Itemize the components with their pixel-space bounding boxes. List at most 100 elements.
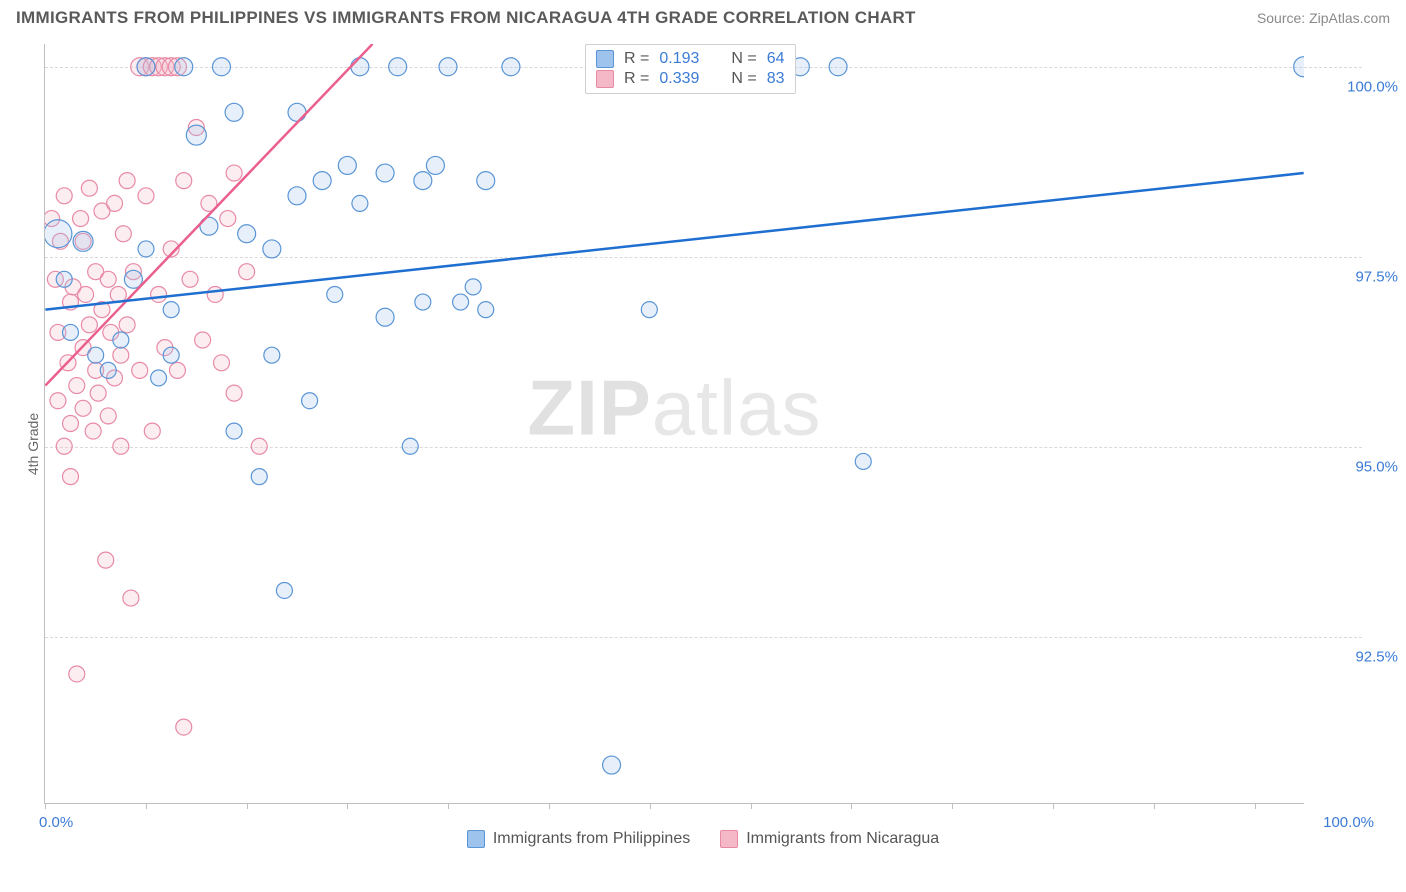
data-point — [50, 393, 66, 409]
r-label-a: R = — [624, 50, 649, 68]
data-point — [78, 286, 94, 302]
data-point — [276, 582, 292, 598]
data-point — [465, 279, 481, 295]
data-point — [124, 270, 142, 288]
data-point — [239, 264, 255, 280]
data-point — [220, 211, 236, 227]
y-tick-label: 95.0% — [1318, 458, 1398, 475]
x-tick-max: 100.0% — [1323, 814, 1374, 831]
data-point — [151, 370, 167, 386]
data-point — [855, 453, 871, 469]
scatter-svg — [45, 44, 1304, 803]
data-point — [100, 408, 116, 424]
data-point — [264, 347, 280, 363]
data-point — [60, 355, 76, 371]
data-point — [90, 385, 106, 401]
data-point — [56, 188, 72, 204]
data-point — [251, 438, 267, 454]
data-point — [69, 666, 85, 682]
r-label-b: R = — [624, 70, 649, 88]
data-point — [226, 423, 242, 439]
n-value-b: 83 — [767, 70, 785, 88]
data-point — [144, 423, 160, 439]
n-value-a: 64 — [767, 50, 785, 68]
y-tick-label: 97.5% — [1318, 268, 1398, 285]
data-point — [414, 172, 432, 190]
data-point — [113, 332, 129, 348]
x-tick-mark — [549, 803, 550, 809]
r-value-b: 0.339 — [659, 70, 699, 88]
data-point — [402, 438, 418, 454]
legend-item-b: Immigrants from Nicaragua — [720, 830, 939, 848]
data-point — [169, 362, 185, 378]
data-point — [829, 58, 847, 76]
legend-swatch-b-icon — [720, 830, 738, 848]
x-tick-min: 0.0% — [39, 814, 73, 831]
data-point — [163, 302, 179, 318]
data-point — [63, 416, 79, 432]
data-point — [376, 308, 394, 326]
data-point — [94, 302, 110, 318]
data-point — [201, 195, 217, 211]
data-point — [313, 172, 331, 190]
series-legend: Immigrants from Philippines Immigrants f… — [0, 830, 1406, 848]
data-point — [477, 172, 495, 190]
data-point — [119, 317, 135, 333]
swatch-b-icon — [596, 70, 614, 88]
data-point — [478, 302, 494, 318]
data-point — [213, 58, 231, 76]
data-point — [327, 286, 343, 302]
x-tick-mark — [45, 803, 46, 809]
data-point — [119, 173, 135, 189]
data-point — [81, 180, 97, 196]
data-point — [75, 400, 91, 416]
data-point — [110, 286, 126, 302]
correlation-legend: R = 0.193 N = 64 R = 0.339 N = 83 — [585, 44, 796, 94]
data-point — [352, 195, 368, 211]
data-point — [163, 347, 179, 363]
data-point — [113, 347, 129, 363]
x-tick-mark — [1154, 803, 1155, 809]
data-point — [302, 393, 318, 409]
data-point — [263, 240, 281, 258]
x-tick-mark — [650, 803, 651, 809]
x-tick-mark — [146, 803, 147, 809]
data-point — [288, 103, 306, 121]
legend-label-b: Immigrants from Nicaragua — [746, 830, 939, 848]
data-point — [151, 286, 167, 302]
data-point — [88, 347, 104, 363]
swatch-a-icon — [596, 50, 614, 68]
data-point — [453, 294, 469, 310]
data-point — [138, 241, 154, 257]
data-point — [288, 187, 306, 205]
legend-row-a: R = 0.193 N = 64 — [596, 49, 785, 69]
data-point — [214, 355, 230, 371]
x-tick-mark — [1255, 803, 1256, 809]
data-point — [138, 188, 154, 204]
data-point — [137, 58, 155, 76]
data-point — [195, 332, 211, 348]
data-point — [63, 294, 79, 310]
plot-region: R = 0.193 N = 64 R = 0.339 N = 83 ZIPatl… — [44, 44, 1304, 804]
data-point — [73, 211, 89, 227]
data-point — [81, 317, 97, 333]
data-point — [56, 271, 72, 287]
x-tick-mark — [448, 803, 449, 809]
data-point — [56, 438, 72, 454]
legend-swatch-a-icon — [467, 830, 485, 848]
x-tick-mark — [347, 803, 348, 809]
data-point — [175, 58, 193, 76]
data-point — [351, 58, 369, 76]
data-point — [63, 324, 79, 340]
data-point — [186, 125, 206, 145]
n-label-b: N = — [731, 70, 756, 88]
data-point — [641, 302, 657, 318]
n-label-a: N = — [731, 50, 756, 68]
data-point — [123, 590, 139, 606]
data-point — [100, 271, 116, 287]
data-point — [113, 438, 129, 454]
x-tick-mark — [1053, 803, 1054, 809]
data-point — [338, 156, 356, 174]
legend-row-b: R = 0.339 N = 83 — [596, 69, 785, 89]
data-point — [389, 58, 407, 76]
